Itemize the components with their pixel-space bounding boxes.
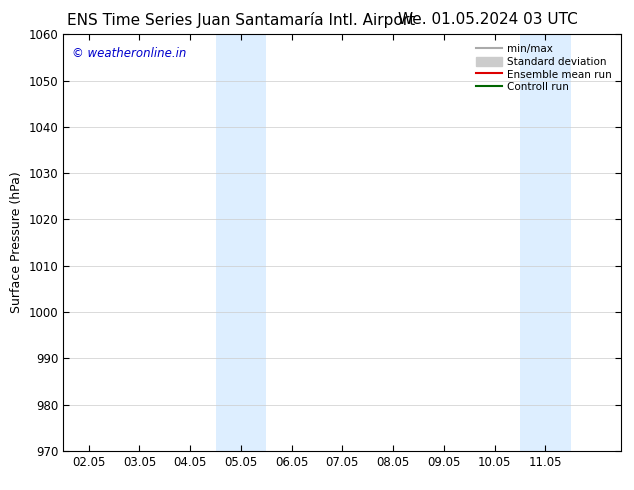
Bar [520,34,571,451]
Y-axis label: Surface Pressure (hPa): Surface Pressure (hPa) [10,172,23,314]
Legend: min/max, Standard deviation, Ensemble mean run, Controll run: min/max, Standard deviation, Ensemble me… [472,40,616,97]
Text: We. 01.05.2024 03 UTC: We. 01.05.2024 03 UTC [398,12,578,27]
Text: ENS Time Series Juan Santamaría Intl. Airport: ENS Time Series Juan Santamaría Intl. Ai… [67,12,415,28]
Bar [216,34,266,451]
Text: © weatheronline.in: © weatheronline.in [72,47,186,60]
